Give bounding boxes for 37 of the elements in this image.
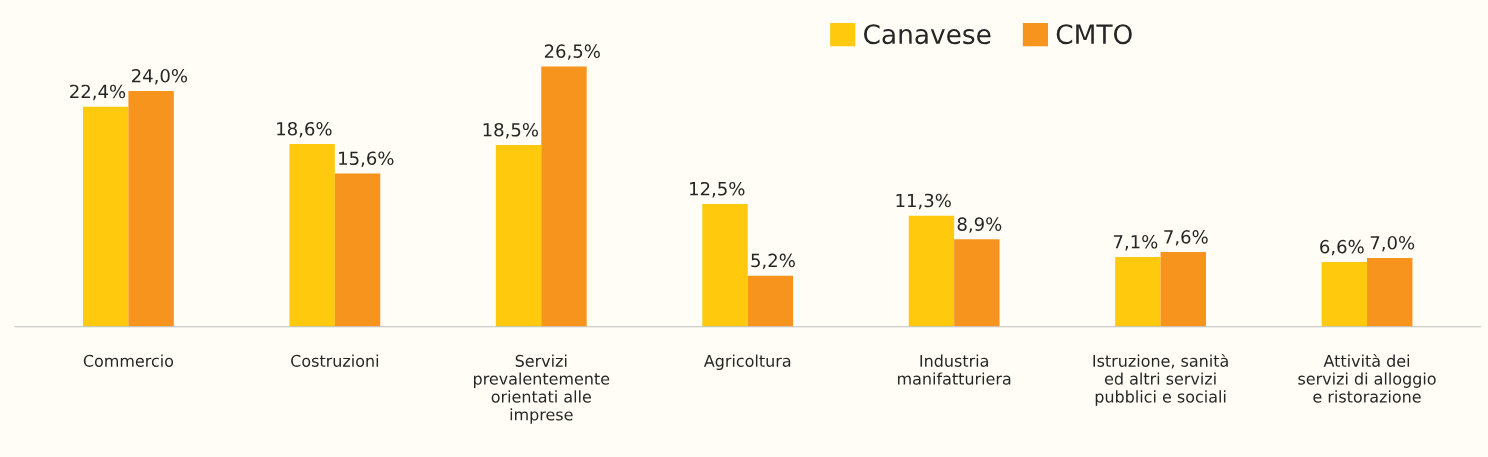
x-tick-label: Istruzione, sanità ed altri servizi pubblici e sociali — [1093, 353, 1228, 406]
data-label: 12,5% — [690, 181, 745, 198]
data-label: 18,5% — [483, 122, 539, 139]
data-label: 7,0% — [1370, 235, 1415, 252]
bar — [1160, 252, 1206, 327]
data-label: 5,2% — [751, 253, 795, 270]
bar — [1115, 257, 1161, 327]
bar — [747, 275, 794, 327]
data-label: 7,1% — [1113, 234, 1158, 251]
x-tick-label: Agricoltura — [703, 354, 791, 370]
data-label: 15,6% — [339, 151, 394, 167]
x-tick-label: Industria manifatturiera — [898, 354, 1011, 385]
legend-label: CMTO — [1056, 24, 1132, 45]
bar — [702, 203, 748, 327]
data-label: 11,3% — [896, 193, 951, 210]
bar — [128, 90, 174, 327]
bar — [954, 239, 1000, 327]
x-tick-label: Attività dei servizi di alloggio e ristorazione — [1298, 353, 1436, 403]
bar — [334, 173, 381, 327]
x-tick-label: Servizi prevalentemente orientati alle imprese — [473, 354, 610, 424]
data-label: 24,0% — [132, 68, 188, 85]
bar — [495, 145, 542, 327]
data-label: 22,4% — [70, 84, 126, 101]
bar — [289, 144, 335, 327]
legend-label: Canavese — [864, 24, 991, 45]
x-tick-label: Costruzioni — [291, 354, 379, 367]
data-label: 8,9% — [957, 217, 1002, 233]
bar — [541, 66, 587, 327]
data-label: 18,6% — [277, 121, 332, 138]
data-label: 7,6% — [1164, 230, 1208, 246]
bar — [83, 106, 129, 327]
bar — [1321, 261, 1368, 327]
bar — [908, 215, 955, 327]
data-label: 6,6% — [1320, 239, 1364, 256]
data-label: 26,5% — [544, 44, 600, 60]
bar — [1367, 257, 1413, 327]
x-tick-label: Commercio — [83, 354, 174, 367]
